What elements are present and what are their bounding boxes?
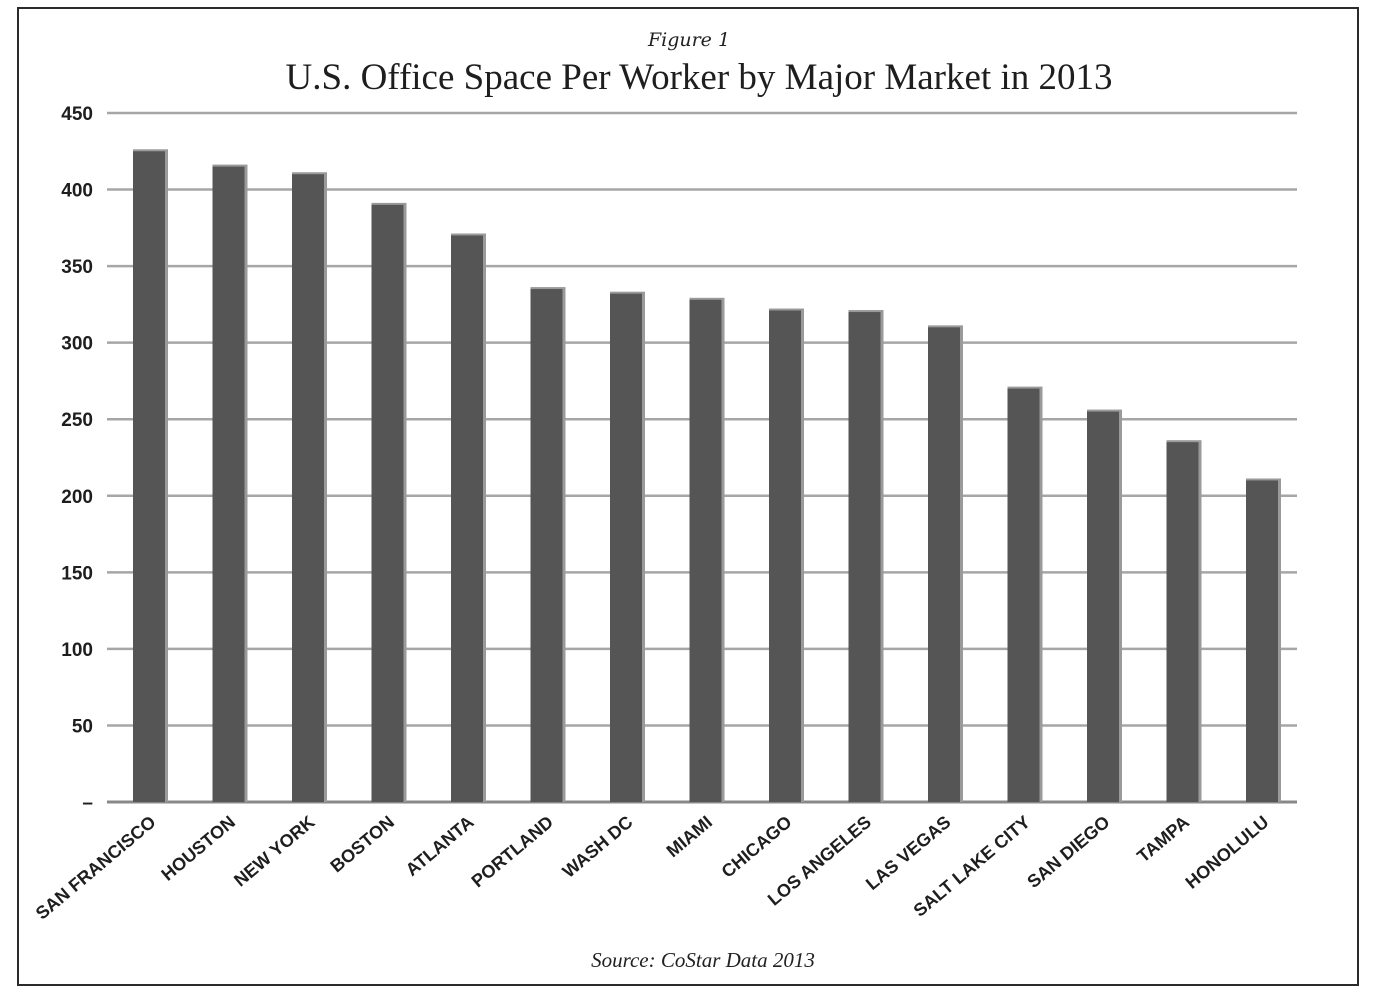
bar [1007, 388, 1040, 802]
x-tick-label: NEW YORK [230, 812, 318, 891]
x-tick-label: PORTLAND [468, 812, 557, 892]
bar [451, 235, 483, 802]
y-tick-label: 400 [61, 181, 93, 202]
x-tick-label: TAMPA [1133, 812, 1193, 867]
bar [371, 204, 404, 802]
chart-frame [17, 7, 1359, 986]
y-tick-label: 350 [61, 257, 93, 278]
bar [928, 327, 960, 802]
bar [212, 166, 245, 803]
x-tick-label: HONOLULU [1182, 812, 1273, 893]
bar [1246, 480, 1278, 802]
x-tick-label: ATLANTA [402, 812, 478, 880]
bar [292, 174, 324, 802]
bar [1166, 442, 1199, 802]
y-tick-label: 150 [61, 563, 93, 584]
y-tick-label: – [82, 793, 93, 814]
x-tick-label: SAN DIEGO [1023, 812, 1113, 892]
bar [610, 293, 642, 802]
y-axis-tick-labels: – 50 100 150 200 250 300 350 400 450 [61, 104, 93, 814]
y-tick-label: 450 [61, 104, 93, 125]
bar [133, 151, 165, 802]
figure-label: Figure 1 [647, 29, 731, 51]
x-tick-label: BOSTON [326, 812, 398, 877]
bar [689, 299, 722, 802]
y-tick-label: 100 [61, 640, 93, 661]
y-tick-label: 300 [61, 334, 93, 355]
bar [530, 289, 563, 803]
y-tick-label: 250 [61, 410, 93, 431]
bar [1087, 411, 1119, 802]
x-tick-label: WASH DC [559, 812, 637, 882]
bar [769, 310, 801, 802]
bars [133, 149, 1281, 803]
y-tick-label: 50 [72, 716, 93, 737]
bar [848, 312, 881, 802]
source-note: Source: CoStar Data 2013 [591, 948, 815, 972]
x-tick-label: MIAMI [663, 812, 716, 861]
chart-title: U.S. Office Space Per Worker by Major Ma… [285, 57, 1113, 98]
x-tick-label: SAN FRANCISCO [32, 812, 160, 924]
x-tick-label: HOUSTON [158, 812, 240, 885]
x-tick-label: CHICAGO [718, 812, 796, 882]
y-tick-label: 200 [61, 487, 93, 508]
